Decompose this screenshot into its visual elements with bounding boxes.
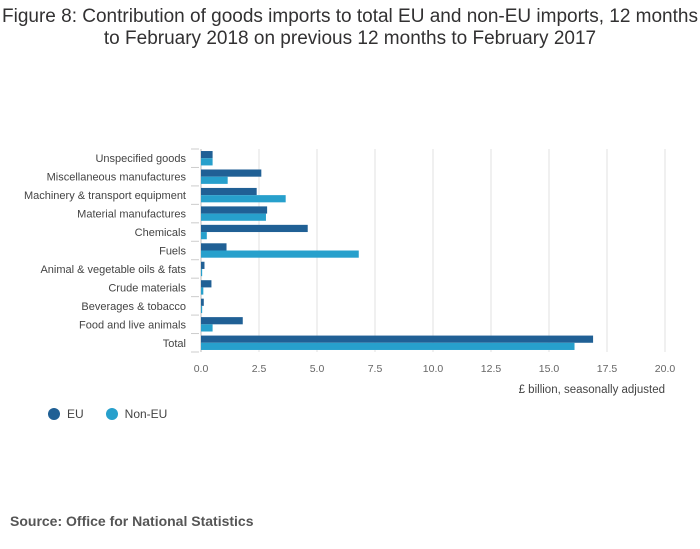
bar-eu[interactable] bbox=[201, 206, 268, 214]
bar-eu[interactable] bbox=[201, 280, 212, 288]
category-label: Crude materials bbox=[108, 282, 186, 294]
legend-item-non-eu[interactable]: Non-EU bbox=[105, 407, 168, 421]
bar-eu[interactable] bbox=[201, 317, 243, 325]
bar-non-eu[interactable] bbox=[201, 176, 228, 184]
bar-non-eu[interactable] bbox=[201, 287, 204, 295]
x-tick-label: 15.0 bbox=[539, 363, 560, 375]
bar-eu[interactable] bbox=[201, 243, 227, 251]
bar-non-eu[interactable] bbox=[201, 305, 203, 314]
x-tick-label: 12.5 bbox=[481, 363, 502, 375]
bar-eu[interactable] bbox=[201, 187, 257, 196]
category-label: Total bbox=[163, 338, 186, 350]
category-label: Food and live animals bbox=[79, 319, 187, 331]
x-tick-label: 2.5 bbox=[252, 363, 267, 375]
category-label: Animal & vegetable oils & fats bbox=[40, 264, 186, 276]
bar-non-eu[interactable] bbox=[201, 250, 359, 258]
bar-non-eu[interactable] bbox=[201, 324, 213, 332]
x-tick-label: 5.0 bbox=[310, 363, 325, 375]
x-tick-label: 10.0 bbox=[423, 363, 444, 375]
category-label: Miscellaneous manufactures bbox=[47, 172, 187, 184]
bar-non-eu[interactable] bbox=[201, 195, 286, 203]
bar-eu[interactable] bbox=[201, 298, 204, 306]
category-label: Machinery & transport equipment bbox=[24, 190, 186, 202]
x-tick-label: 17.5 bbox=[597, 363, 618, 375]
bar-eu[interactable] bbox=[201, 151, 213, 159]
bar-eu[interactable] bbox=[201, 335, 594, 343]
bar-eu[interactable] bbox=[201, 224, 308, 233]
source-note: Source: Office for National Statistics bbox=[10, 513, 254, 529]
legend-label-non-eu: Non-EU bbox=[124, 407, 168, 421]
legend-swatch-non-eu bbox=[105, 408, 118, 420]
legend-swatch-eu bbox=[48, 408, 60, 420]
legend: EU Non-EU bbox=[48, 407, 167, 421]
category-label: Beverages & tobacco bbox=[81, 301, 186, 313]
category-label: Material manufactures bbox=[77, 209, 186, 221]
x-tick-label: 0.0 bbox=[194, 363, 209, 375]
bar-eu[interactable] bbox=[201, 261, 205, 269]
x-tick-label: 20.0 bbox=[655, 363, 676, 375]
category-label: Fuels bbox=[159, 246, 186, 258]
bar-non-eu[interactable] bbox=[201, 342, 575, 350]
category-label: Chemicals bbox=[135, 227, 187, 239]
x-tick-label: 7.5 bbox=[368, 363, 383, 375]
bar-non-eu[interactable] bbox=[201, 213, 266, 221]
bar-eu[interactable] bbox=[201, 169, 262, 177]
bar-non-eu[interactable] bbox=[201, 158, 213, 166]
legend-label-eu: EU bbox=[67, 407, 84, 421]
bar-non-eu[interactable] bbox=[201, 268, 203, 277]
category-label: Unspecified goods bbox=[95, 153, 186, 165]
x-axis-title: £ billion, seasonally adjusted bbox=[519, 384, 665, 396]
chart-title: Figure 8: Contribution of goods imports … bbox=[2, 6, 698, 49]
bar-non-eu[interactable] bbox=[201, 232, 207, 240]
legend-item-eu[interactable]: EU bbox=[48, 407, 84, 421]
